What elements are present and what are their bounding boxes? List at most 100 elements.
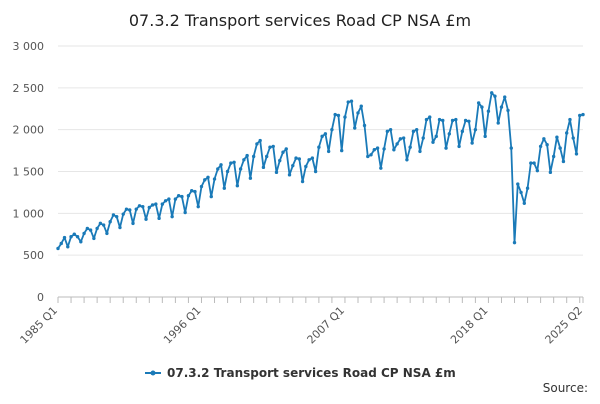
data-point[interactable] [242,158,246,162]
data-point[interactable] [574,152,579,156]
data-point[interactable] [320,134,324,139]
data-point[interactable] [503,95,507,99]
data-point[interactable] [101,223,106,227]
data-point[interactable] [349,99,354,103]
data-point[interactable] [170,214,174,219]
data-point[interactable] [95,226,99,231]
data-point[interactable] [493,94,497,98]
data-point[interactable] [212,177,217,181]
data-point[interactable] [362,123,367,128]
data-point[interactable] [229,161,233,165]
data-point[interactable] [209,194,213,199]
data-point[interactable] [411,129,416,134]
data-point[interactable] [522,201,526,205]
data-point[interactable] [509,146,513,150]
data-point[interactable] [225,169,230,174]
data-point[interactable] [457,144,461,149]
data-point[interactable] [434,134,438,139]
data-point[interactable] [516,182,520,186]
data-point[interactable] [287,173,292,177]
data-point[interactable] [141,204,145,209]
data-point[interactable] [385,129,390,134]
data-point[interactable] [408,145,412,149]
data-point[interactable] [219,163,223,167]
data-point[interactable] [144,217,148,221]
data-point[interactable] [437,117,442,122]
data-point[interactable] [255,142,259,146]
data-point[interactable] [72,232,77,236]
data-point[interactable] [401,136,406,140]
data-point[interactable] [431,140,435,144]
data-point[interactable] [118,225,122,230]
data-point[interactable] [245,153,249,158]
data-point[interactable] [398,137,403,141]
data-point[interactable] [163,199,168,203]
data-point[interactable] [222,186,226,190]
data-point[interactable] [525,186,530,190]
data-point[interactable] [62,235,67,240]
data-point[interactable] [196,204,200,209]
data-point[interactable] [193,189,197,194]
data-point[interactable] [304,164,308,169]
data-point[interactable] [271,144,275,149]
data-point[interactable] [190,189,194,193]
data-point[interactable] [75,235,80,239]
data-point[interactable] [460,129,465,134]
data-point[interactable] [444,146,448,150]
data-point[interactable] [470,141,474,145]
data-point[interactable] [486,109,491,113]
data-point[interactable] [382,147,386,151]
data-point[interactable] [131,221,135,226]
data-point[interactable] [326,149,331,154]
data-point[interactable] [150,203,155,207]
data-point[interactable] [499,105,504,109]
data-point[interactable] [235,184,240,188]
data-point[interactable] [388,127,393,132]
data-point[interactable] [571,136,575,140]
data-point[interactable] [346,100,350,104]
data-point[interactable] [232,160,236,164]
data-point[interactable] [203,178,207,182]
data-point[interactable] [137,204,142,208]
data-point[interactable] [551,154,556,159]
data-point[interactable] [519,190,523,195]
data-point[interactable] [340,148,344,153]
data-point[interactable] [480,105,484,109]
data-point[interactable] [483,134,487,139]
data-point[interactable] [538,144,543,149]
data-point[interactable] [98,221,103,226]
data-point[interactable] [300,179,305,184]
data-point[interactable] [506,108,510,113]
data-point[interactable] [297,157,301,161]
data-point[interactable] [59,241,63,246]
data-point[interactable] [565,131,569,135]
data-point[interactable] [251,154,256,159]
data-point[interactable] [69,235,73,239]
data-point[interactable] [183,210,187,215]
data-point[interactable] [176,194,181,198]
data-point[interactable] [82,231,86,236]
data-point[interactable] [395,142,399,146]
data-point[interactable] [535,168,540,173]
data-point[interactable] [415,127,419,132]
data-point[interactable] [85,226,90,231]
data-point[interactable] [578,113,582,118]
data-point[interactable] [463,118,468,123]
data-point[interactable] [186,194,191,198]
data-point[interactable] [581,112,585,117]
data-point[interactable] [447,132,451,136]
data-point[interactable] [333,112,337,117]
data-point[interactable] [88,228,93,232]
data-point[interactable] [108,220,112,224]
data-point[interactable] [216,167,220,171]
data-point[interactable] [265,154,269,159]
data-point[interactable] [258,138,262,143]
data-point[interactable] [105,231,109,236]
data-point[interactable] [558,146,562,150]
data-point[interactable] [173,197,178,201]
data-point[interactable] [92,236,96,241]
data-point[interactable] [336,113,341,118]
data-point[interactable] [424,117,429,122]
data-point[interactable] [467,119,471,124]
data-point[interactable] [379,166,383,170]
